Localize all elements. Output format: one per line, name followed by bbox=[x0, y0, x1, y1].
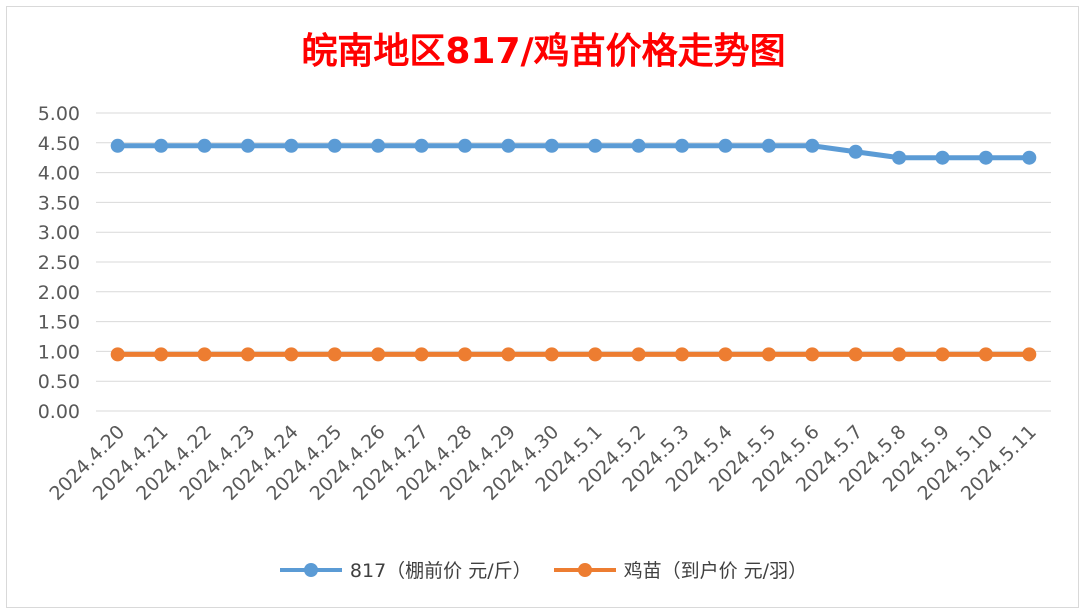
data-point[interactable] bbox=[718, 138, 733, 153]
chart-frame bbox=[6, 6, 1079, 608]
data-point[interactable] bbox=[197, 347, 212, 362]
x-axis-ticks: 2024.4.202024.4.212024.4.222024.4.232024… bbox=[45, 421, 1041, 505]
data-point[interactable] bbox=[240, 138, 255, 153]
y-tick-label: 3.00 bbox=[38, 222, 80, 244]
data-point[interactable] bbox=[892, 347, 907, 362]
y-tick-label: 4.50 bbox=[38, 133, 80, 155]
data-point[interactable] bbox=[588, 347, 603, 362]
data-point[interactable] bbox=[1022, 150, 1037, 165]
data-point[interactable] bbox=[544, 347, 559, 362]
data-point[interactable] bbox=[631, 347, 646, 362]
data-point[interactable] bbox=[414, 347, 429, 362]
data-point[interactable] bbox=[284, 138, 299, 153]
data-point[interactable] bbox=[892, 150, 907, 165]
series-lines bbox=[110, 138, 1037, 362]
data-point[interactable] bbox=[327, 138, 342, 153]
y-tick-label: 1.50 bbox=[38, 312, 80, 334]
data-point[interactable] bbox=[501, 138, 516, 153]
data-point[interactable] bbox=[544, 138, 559, 153]
data-point[interactable] bbox=[588, 138, 603, 153]
legend-label-817: 817（棚前价 元/斤） bbox=[349, 560, 532, 582]
data-point[interactable] bbox=[805, 347, 820, 362]
data-point[interactable] bbox=[457, 347, 472, 362]
data-point[interactable] bbox=[110, 347, 125, 362]
data-point[interactable] bbox=[848, 347, 863, 362]
data-point[interactable] bbox=[1022, 347, 1037, 362]
data-point[interactable] bbox=[978, 347, 993, 362]
data-point[interactable] bbox=[371, 138, 386, 153]
data-point[interactable] bbox=[848, 144, 863, 159]
data-point[interactable] bbox=[457, 138, 472, 153]
y-tick-label: 3.50 bbox=[38, 192, 80, 214]
data-point[interactable] bbox=[154, 138, 169, 153]
series-1 bbox=[110, 347, 1037, 362]
y-tick-label: 1.00 bbox=[38, 341, 80, 363]
legend-item-chick[interactable]: 鸡苗（到户价 元/羽） bbox=[553, 556, 808, 583]
data-point[interactable] bbox=[631, 138, 646, 153]
legend-swatch-817 bbox=[279, 562, 342, 577]
legend: 817（棚前价 元/斤） 鸡苗（到户价 元/羽） bbox=[0, 556, 1087, 583]
data-point[interactable] bbox=[805, 138, 820, 153]
data-point[interactable] bbox=[718, 347, 733, 362]
y-tick-label: 5.00 bbox=[38, 103, 80, 125]
data-point[interactable] bbox=[675, 347, 690, 362]
series-0 bbox=[110, 138, 1037, 165]
data-point[interactable] bbox=[327, 347, 342, 362]
data-point[interactable] bbox=[371, 347, 386, 362]
data-point[interactable] bbox=[110, 138, 125, 153]
data-point[interactable] bbox=[501, 347, 516, 362]
data-point[interactable] bbox=[935, 347, 950, 362]
gridlines bbox=[96, 112, 1051, 412]
series-line bbox=[117, 143, 1030, 161]
y-axis-ticks: 0.00 0.50 1.00 1.50 2.00 2.50 3.00 3.50 4.00 4.50… bbox=[38, 103, 80, 423]
legend-swatch-chick bbox=[553, 562, 616, 577]
data-point[interactable] bbox=[675, 138, 690, 153]
data-point[interactable] bbox=[154, 347, 169, 362]
chart-title: 皖南地区817/鸡苗价格走势图 bbox=[301, 31, 786, 72]
data-point[interactable] bbox=[935, 150, 950, 165]
legend-label-chick: 鸡苗（到户价 元/羽） bbox=[623, 560, 808, 582]
data-point[interactable] bbox=[978, 150, 993, 165]
data-point[interactable] bbox=[240, 347, 255, 362]
data-point[interactable] bbox=[284, 347, 299, 362]
legend-item-817[interactable]: 817（棚前价 元/斤） bbox=[279, 556, 532, 583]
y-tick-label: 0.50 bbox=[38, 371, 80, 393]
data-point[interactable] bbox=[761, 138, 776, 153]
y-tick-label: 2.00 bbox=[38, 282, 80, 304]
data-point[interactable] bbox=[197, 138, 212, 153]
y-tick-label: 2.50 bbox=[38, 252, 80, 274]
data-point[interactable] bbox=[414, 138, 429, 153]
y-tick-label: 0.00 bbox=[38, 401, 80, 423]
data-point[interactable] bbox=[761, 347, 776, 362]
y-tick-label: 4.00 bbox=[38, 163, 80, 185]
